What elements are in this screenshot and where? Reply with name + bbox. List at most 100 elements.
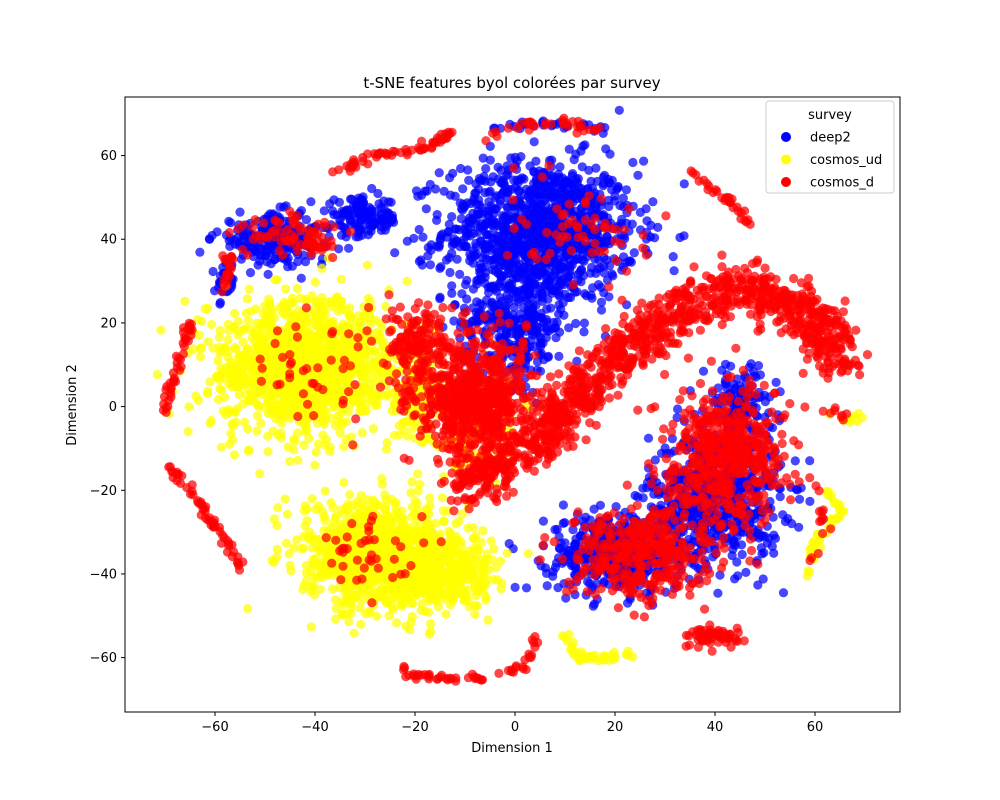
data-point: [605, 149, 615, 159]
data-point: [341, 206, 351, 216]
data-point: [515, 242, 525, 252]
data-point: [435, 294, 445, 304]
data-point: [262, 257, 272, 267]
data-point: [183, 427, 193, 437]
data-point: [548, 567, 558, 577]
data-point: [329, 397, 340, 407]
data-point: [447, 288, 457, 298]
data-point: [306, 622, 316, 632]
data-point: [358, 375, 368, 385]
data-point: [363, 230, 373, 240]
data-point: [555, 162, 565, 172]
data-point: [243, 378, 253, 388]
data-point: [362, 207, 372, 217]
data-point: [529, 212, 539, 222]
data-point: [413, 191, 423, 201]
data-point: [449, 234, 459, 244]
data-point: [531, 238, 541, 248]
data-point: [293, 256, 303, 267]
data-point: [421, 204, 431, 214]
data-point: [698, 366, 709, 376]
data-point: [775, 492, 785, 502]
data-point: [580, 140, 590, 150]
data-point: [592, 176, 602, 186]
data-point: [457, 238, 467, 248]
data-point: [479, 171, 489, 182]
data-point: [528, 306, 538, 316]
data-point: [212, 227, 222, 237]
data-point: [256, 418, 266, 428]
data-point: [501, 261, 511, 271]
data-point: [180, 296, 190, 306]
data-point: [289, 310, 299, 320]
data-point: [753, 580, 763, 590]
data-point: [285, 456, 295, 466]
data-point: [215, 298, 225, 308]
data-point: [514, 294, 524, 304]
data-point: [771, 377, 781, 387]
data-point: [402, 276, 412, 286]
data-point: [265, 372, 276, 382]
data-point: [451, 224, 461, 234]
data-point: [203, 303, 213, 314]
data-point: [282, 323, 292, 334]
data-point: [336, 274, 346, 284]
data-point: [321, 364, 332, 374]
data-point: [612, 184, 622, 194]
data-point: [588, 283, 598, 293]
data-point: [602, 255, 612, 265]
data-point: [320, 486, 330, 496]
data-point: [495, 199, 505, 209]
data-point: [458, 184, 468, 194]
data-point: [629, 248, 639, 258]
data-point: [558, 298, 568, 308]
data-point: [596, 282, 606, 292]
data-point: [713, 588, 723, 598]
data-point: [532, 202, 543, 212]
data-point: [633, 170, 643, 180]
data-point: [642, 216, 652, 226]
data-point: [463, 165, 473, 175]
data-point: [234, 326, 244, 336]
data-point: [255, 469, 265, 479]
data-point: [626, 257, 636, 267]
data-point: [623, 598, 633, 608]
data-point: [488, 172, 498, 182]
data-point: [195, 352, 206, 362]
data-point: [589, 504, 599, 514]
data-point: [299, 543, 309, 553]
data-point: [281, 284, 291, 294]
data-point: [368, 424, 378, 434]
data-point: [206, 415, 216, 426]
data-point: [377, 323, 387, 333]
data-point: [300, 294, 311, 304]
data-point: [339, 478, 349, 488]
data-point: [447, 212, 457, 222]
data-point: [207, 319, 217, 330]
data-point: [591, 268, 601, 278]
data-point: [371, 315, 381, 325]
data-point: [468, 258, 478, 268]
data-point: [539, 240, 549, 250]
data-point: [293, 455, 303, 465]
data-point: [577, 162, 587, 172]
data-point: [282, 509, 293, 519]
data-point: [303, 338, 313, 348]
data-point: [260, 334, 270, 344]
data-point: [249, 328, 259, 338]
data-point: [555, 276, 565, 286]
data-point: [273, 503, 283, 513]
data-point: [653, 222, 663, 232]
data-point: [223, 335, 233, 345]
data-point: [311, 447, 321, 457]
data-point: [316, 301, 326, 311]
data-point: [203, 386, 213, 397]
data-point: [668, 252, 678, 262]
data-point: [317, 263, 327, 273]
data-point: [241, 308, 251, 318]
data-point: [510, 582, 520, 593]
data-point: [260, 345, 270, 355]
data-point: [226, 357, 236, 367]
data-point: [559, 178, 570, 188]
